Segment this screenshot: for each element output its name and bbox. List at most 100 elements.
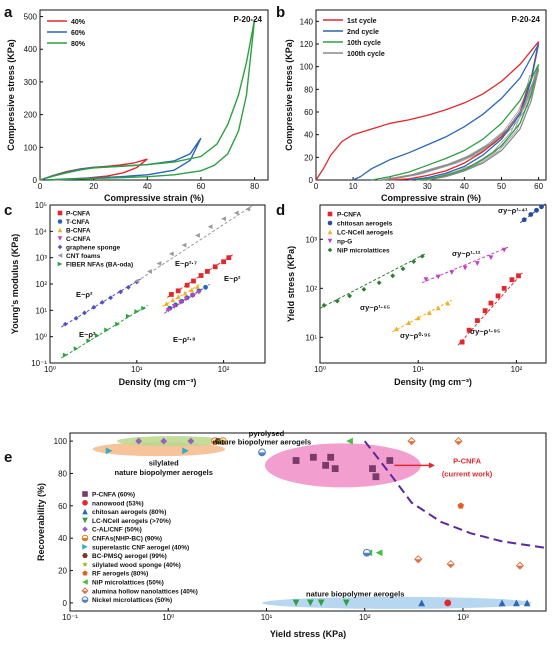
panel-e: 10⁻¹ 10⁰ 10¹ 10² 10³ 0 20 40 60 80 100 Yield stress… (36, 429, 547, 639)
data-point (233, 210, 239, 216)
pyrolysed-label: pyrolysed (249, 429, 285, 438)
y-tick-label: 100 (54, 437, 68, 446)
x-tick-label: 20 (89, 182, 98, 191)
data-point (394, 326, 399, 332)
legend-entry: alumina hollow nanolattices (40%) (92, 588, 198, 595)
fit-line (162, 283, 202, 308)
x-tick-label: 0 (314, 182, 319, 191)
x-tick-label: 10² (218, 365, 230, 374)
data-point (386, 457, 394, 464)
fit-line (392, 299, 453, 333)
silylated-label: silylated (149, 458, 179, 467)
legend-marker (82, 500, 88, 506)
curve-intermediate-cycle (383, 70, 540, 181)
fit-line (61, 304, 148, 359)
legend-marker (82, 491, 88, 497)
legend-entry: 1st cycle (347, 18, 377, 25)
plot-frame (319, 204, 547, 364)
data-point (195, 233, 200, 238)
data-point (346, 437, 353, 445)
panel-letter-a: a (4, 4, 13, 21)
x-tick-label: 10³ (457, 613, 469, 622)
y-tick-label: 500 (24, 13, 38, 22)
legend-entry: chitosan aerogels (337, 221, 393, 228)
y-tick-label: 100 (300, 63, 314, 72)
legend-marker (82, 579, 88, 585)
x-axis-label: Density (mg cm⁻³) (119, 377, 197, 387)
legend-entry: LC-NCell aerogels (337, 230, 393, 237)
data-point (125, 284, 131, 290)
data-point (375, 549, 383, 557)
legend-entry: NiP microlattices (50%) (92, 580, 164, 587)
x-tick-label: 10⁰ (314, 365, 326, 374)
legend-entry: Nickel microlattices (50%) (92, 597, 172, 604)
legend-entry: P-CNFA (337, 212, 362, 219)
y-tick-label: 120 (300, 40, 314, 49)
legend-entry: 80% (71, 41, 86, 48)
x-tick-label: 10² (511, 365, 523, 374)
legend-marker-fill (82, 599, 88, 603)
data-point (226, 255, 232, 261)
data-point (474, 261, 480, 266)
fit-label: E~ρ² (224, 274, 241, 283)
legend-entry: BC-PMSQ aerogel (99%) (92, 553, 167, 560)
x-tick-label: 30 (423, 182, 432, 191)
legend-entry: P-CNFA (66, 211, 91, 218)
data-point (195, 284, 200, 289)
nature-region (261, 596, 532, 609)
legend-marker (327, 229, 333, 235)
data-point (118, 289, 123, 295)
legend-marker (57, 227, 63, 233)
data-point (164, 301, 169, 307)
legend-marker (57, 219, 63, 224)
legend-marker (327, 238, 333, 244)
x-axis-label: Compressive strain (%) (104, 193, 204, 203)
y-tick-label: 140 (300, 17, 314, 26)
data-point (418, 599, 426, 607)
legend-marker (57, 261, 63, 267)
data-point (474, 318, 480, 323)
x-tick-label: 10⁰ (162, 613, 174, 622)
current-work-label: P-CNFA (453, 457, 482, 466)
fit-line (132, 205, 253, 285)
data-point-fill (447, 564, 455, 568)
data-point (331, 465, 339, 472)
data-point (501, 285, 507, 291)
legend-entry: CNT foams (66, 253, 101, 260)
data-point (292, 599, 300, 607)
x-tick-label: 10 (349, 182, 358, 191)
data-point (369, 465, 376, 472)
data-point-fill (408, 441, 416, 445)
legend-entry: P-CNFA (60%) (92, 492, 135, 499)
data-point (62, 321, 68, 327)
current-work-region (264, 443, 421, 488)
legend-marker (327, 211, 333, 217)
curve-10th cycle (371, 64, 540, 181)
y-tick-label: 400 (24, 45, 38, 54)
y-tick-label: 10¹ (305, 333, 317, 342)
data-point (181, 242, 187, 248)
data-point (390, 273, 396, 279)
legend-marker (82, 544, 88, 550)
data-point (292, 457, 300, 464)
y-tick-label: 10⁰ (35, 333, 47, 342)
legend-entry: silylated wood sponge (40%) (92, 562, 181, 569)
legend-marker (82, 570, 88, 576)
x-tick-label: 80 (250, 182, 259, 191)
legend-entry: superelastic CNF aerogel (40%) (92, 544, 189, 551)
fit-label: σy~ρ¹·⁶⁵ (360, 303, 391, 312)
pyrolysed-region (116, 436, 228, 447)
y-tick-label: 0 (309, 176, 314, 185)
plot-frame (69, 432, 547, 612)
x-tick-label: 20 (386, 182, 395, 191)
x-tick-label: 60 (534, 182, 543, 191)
legend-marker (327, 220, 333, 226)
fit-label: σy~ρ⁰·⁹⁵ (400, 331, 431, 340)
y-tick-label: 80 (58, 469, 67, 478)
fit-label: E~ρ² (76, 290, 93, 299)
y-axis-label: Recoverability (%) (36, 483, 46, 561)
data-point (221, 216, 226, 222)
data-point (462, 265, 468, 271)
boundary-curve (363, 440, 547, 549)
panel-letter-e: e (4, 449, 12, 466)
